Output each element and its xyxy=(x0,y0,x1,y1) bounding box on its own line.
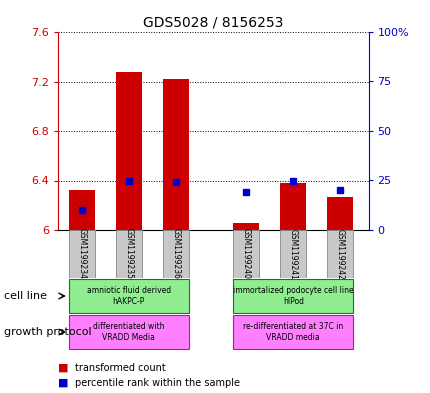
FancyBboxPatch shape xyxy=(69,315,188,349)
Title: GDS5028 / 8156253: GDS5028 / 8156253 xyxy=(143,15,283,29)
Bar xyxy=(327,196,353,230)
Bar xyxy=(233,222,258,230)
Text: ■: ■ xyxy=(58,363,68,373)
Bar xyxy=(116,72,141,230)
FancyBboxPatch shape xyxy=(163,230,188,278)
FancyBboxPatch shape xyxy=(233,279,353,313)
Text: GSM1199242: GSM1199242 xyxy=(335,229,344,279)
Text: immortalized podocyte cell line
hIPod: immortalized podocyte cell line hIPod xyxy=(233,286,353,306)
Bar xyxy=(280,183,305,230)
Text: amniotic fluid derived
hAKPC-P: amniotic fluid derived hAKPC-P xyxy=(86,286,170,306)
Text: GSM1199236: GSM1199236 xyxy=(171,228,180,279)
FancyBboxPatch shape xyxy=(327,230,353,278)
FancyBboxPatch shape xyxy=(116,230,141,278)
FancyBboxPatch shape xyxy=(233,230,258,278)
Text: GSM1199241: GSM1199241 xyxy=(288,229,297,279)
FancyBboxPatch shape xyxy=(69,279,188,313)
FancyBboxPatch shape xyxy=(233,315,353,349)
Text: re-differentiated at 37C in
VRADD media: re-differentiated at 37C in VRADD media xyxy=(243,322,343,342)
Text: cell line: cell line xyxy=(4,291,47,301)
Text: percentile rank within the sample: percentile rank within the sample xyxy=(75,378,240,388)
Bar xyxy=(163,79,188,230)
Bar xyxy=(69,190,95,230)
FancyBboxPatch shape xyxy=(280,230,305,278)
FancyBboxPatch shape xyxy=(69,230,95,278)
Text: GSM1199240: GSM1199240 xyxy=(241,228,250,279)
Text: differentiated with
VRADD Media: differentiated with VRADD Media xyxy=(93,322,164,342)
Text: ■: ■ xyxy=(58,378,68,388)
Text: growth protocol: growth protocol xyxy=(4,327,92,337)
Text: GSM1199234: GSM1199234 xyxy=(77,228,86,279)
Text: transformed count: transformed count xyxy=(75,363,166,373)
Text: GSM1199235: GSM1199235 xyxy=(124,228,133,279)
